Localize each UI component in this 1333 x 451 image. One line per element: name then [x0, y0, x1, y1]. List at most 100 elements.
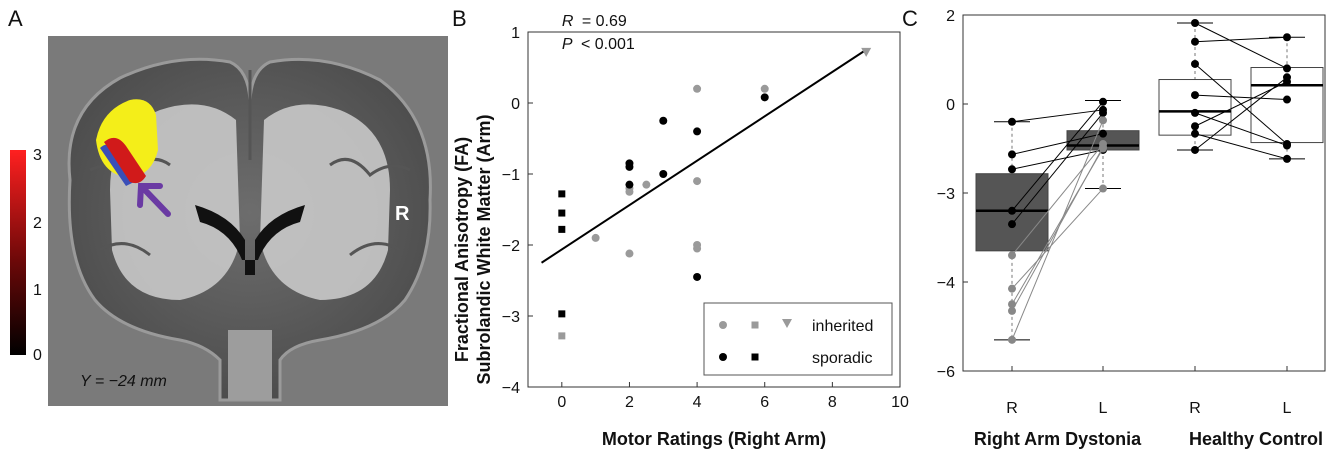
data-point-inherited: [625, 187, 634, 196]
paired-point: [1283, 154, 1291, 163]
paired-line: [1011, 109, 1104, 123]
y-tick-label: −1: [502, 167, 520, 184]
regression-line: [540, 48, 867, 264]
y-tick-label: 1: [511, 25, 520, 42]
x-tick-label: 8: [828, 394, 837, 411]
x-tick-label-L: L: [1283, 400, 1292, 417]
paired-point: [1099, 184, 1107, 193]
data-point-sporadic: [625, 159, 634, 168]
paired-point: [1283, 64, 1291, 73]
x-tick-label: 4: [693, 394, 702, 411]
paired-line: [1011, 133, 1104, 155]
paired-line: [1194, 76, 1288, 151]
paired-point: [1008, 150, 1016, 159]
data-point-sporadic: [558, 310, 566, 318]
data-point-inherited: [558, 332, 566, 340]
x-tick-label: 6: [760, 394, 769, 411]
data-point-sporadic: [693, 127, 702, 136]
brain-gyri: [89, 70, 411, 257]
paired-line: [1011, 120, 1104, 341]
panel-b-y-axis-label-line2: Subrolandic White Matter (Arm): [474, 114, 494, 384]
overlay-red-region: [104, 137, 146, 184]
paired-line: [1194, 81, 1288, 127]
paired-point: [1008, 306, 1016, 315]
paired-point: [1191, 108, 1199, 117]
x-tick-label-R: R: [1189, 400, 1201, 417]
legend-marker-sporadic-circle: [719, 353, 727, 361]
data-point-inherited: [591, 233, 600, 242]
panel-b-y-axis-label-line1: Fractional Anisotropy (FA): [452, 137, 472, 362]
paired-point: [1008, 251, 1016, 260]
paired-line: [1194, 133, 1288, 160]
panel-b-axes: 0 2 4 6 8 10 −4 −3 −2 −1 0 1: [502, 25, 909, 411]
paired-point: [1191, 122, 1199, 131]
box-R: [1158, 79, 1232, 136]
paired-point: [1191, 145, 1199, 154]
data-point-sporadic: [558, 225, 566, 233]
data-point-sporadic: [659, 170, 668, 178]
paired-point: [1099, 140, 1107, 149]
data-point-sporadic: [558, 209, 566, 217]
y-tick-label: 2: [946, 8, 955, 25]
panel-c-plot-frame: [962, 14, 1326, 372]
paired-point: [1099, 145, 1107, 154]
paired-line: [1011, 143, 1104, 256]
panel-b-x-axis-label: Motor Ratings (Right Arm): [602, 429, 826, 449]
paired-point: [1283, 95, 1291, 104]
r-symbol: R: [562, 13, 574, 30]
paired-point: [1099, 108, 1107, 117]
group-label-dystonia: Right Arm Dystonia: [974, 429, 1142, 449]
paired-point: [1099, 116, 1107, 125]
paired-point: [1283, 77, 1291, 86]
colorbar-tick-3: 3: [33, 147, 42, 164]
paired-point: [1283, 141, 1291, 150]
paired-line: [1011, 146, 1104, 312]
x-tick-label-R: R: [1006, 400, 1018, 417]
paired-point: [1008, 117, 1016, 126]
panel-c-letter: C: [902, 6, 918, 31]
paired-point: [1099, 144, 1107, 153]
data-point-sporadic: [760, 93, 769, 102]
legend-label-sporadic: sporadic: [812, 350, 872, 367]
y-tick-label: −2: [502, 238, 520, 255]
box-L: [1066, 130, 1140, 151]
paired-line: [1194, 22, 1288, 69]
paired-point: [1191, 19, 1199, 28]
y-tick-label: −6: [937, 364, 955, 381]
colorbar-tick-1: 1: [33, 282, 42, 299]
legend-marker-sporadic-square: [751, 353, 759, 361]
y-tick-label: −4: [502, 380, 520, 397]
paired-line: [1011, 149, 1104, 170]
group-label-control: Healthy Control: [1189, 429, 1323, 449]
y-tick-label: −4: [937, 275, 955, 292]
data-point-inherited: [693, 84, 702, 93]
r-value: = 0.69: [582, 13, 627, 30]
paired-point: [1099, 143, 1107, 152]
brain-stem: [228, 330, 272, 400]
data-point-inherited: [760, 84, 769, 93]
legend-box: [703, 302, 893, 376]
data-point-inherited: [693, 241, 702, 249]
paired-line: [1011, 188, 1104, 290]
p-symbol: P: [562, 36, 573, 53]
x-tick-label: 10: [891, 394, 909, 411]
panel-b-plot-frame: [527, 31, 901, 388]
paired-point: [1191, 91, 1199, 100]
legend-marker-inherited-square: [751, 321, 759, 329]
panel-c-axes: 2 0 −3 −4 −6 R L R L: [937, 8, 1326, 417]
paired-line: [1194, 112, 1288, 147]
paired-line: [1194, 63, 1288, 145]
legend-marker-inherited-triangle: [782, 319, 792, 328]
paired-point: [1283, 140, 1291, 149]
paired-point: [1008, 300, 1016, 309]
panel-b-letter: B: [452, 6, 467, 31]
x-tick-label: 0: [557, 394, 566, 411]
box-R: [975, 173, 1049, 252]
paired-line: [1194, 94, 1288, 101]
panel-b-legend: [703, 302, 893, 376]
paired-point: [1008, 284, 1016, 293]
slice-coordinate-label: Y = −24 mm: [80, 373, 167, 390]
data-point-inherited: [861, 47, 872, 57]
data-point-sporadic: [558, 190, 566, 198]
colorbar-tick-0: 0: [33, 347, 42, 364]
